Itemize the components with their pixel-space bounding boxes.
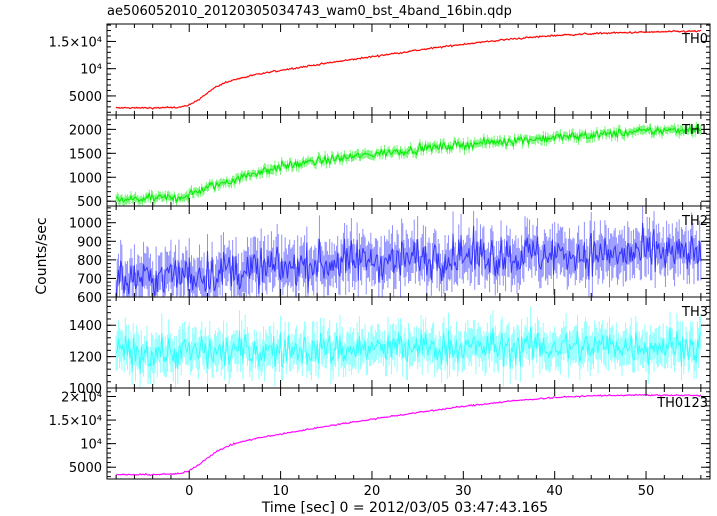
panel-label-th0: TH0: [681, 32, 708, 47]
y-tick-label: 900: [77, 235, 102, 250]
y-axis-title: Counts/sec: [34, 217, 50, 294]
panel-label-th1: TH1: [681, 123, 708, 138]
series-line-th0123: [115, 393, 702, 476]
x-tick-label: 0: [185, 484, 193, 499]
y-tick-label: 500: [77, 195, 102, 210]
y-tick-label: 700: [77, 272, 102, 287]
y-tick-label: 600: [77, 291, 102, 306]
error-bars-th0123: [115, 393, 702, 476]
y-tick-label: 1000: [69, 217, 102, 232]
panel-th3: 1000 1200 1400 TH3: [69, 296, 711, 397]
y-tick-label: 1000: [69, 171, 102, 186]
series-line-th1: [115, 124, 702, 204]
panel-th1: 500 1000 1500 2000 TH1: [69, 114, 711, 210]
y-tick-label: 2000: [69, 123, 102, 138]
series-line-th2: [115, 222, 702, 297]
series-line-th3: [115, 327, 702, 374]
x-axis-title: Time [sec] 0 = 2012/03/05 03:47:43.165: [261, 500, 548, 516]
panel-th0: 5000 10⁴ 1.5×10⁴ TH0: [49, 23, 711, 116]
y-tick-label: 1400: [69, 319, 102, 334]
y-tick-label: 1.5×10⁴: [49, 414, 102, 429]
panel-label-th3: TH3: [681, 305, 708, 320]
series-th1: [115, 121, 702, 206]
y-tick-label: 2×10⁴: [61, 390, 102, 405]
x-tick-label: 20: [364, 484, 381, 499]
panel-th0123: 5000 10⁴ 1.5×10⁴ 2×10⁴ TH0123: [49, 387, 711, 480]
x-tick-label: 10: [272, 484, 289, 499]
y-tick-label: 5000: [69, 461, 102, 476]
y-tick-label: 5000: [69, 90, 102, 105]
series-th0: [115, 29, 702, 110]
series-th0123: [115, 393, 702, 476]
x-tick-label: 40: [546, 484, 563, 499]
y-tick-label: 10⁴: [80, 63, 102, 78]
series-th2: [115, 206, 702, 297]
y-tick-label: 1000: [69, 382, 102, 397]
y-tick-label: 1200: [69, 351, 102, 366]
panel-frame: [106, 23, 711, 116]
series-line-th0: [116, 29, 702, 110]
series-th3: [115, 306, 702, 388]
chart-title: ae506052010_20120305034743_wam0_bst_4ban…: [107, 4, 512, 19]
x-tick-label: 50: [638, 484, 655, 499]
y-tick-label: 10⁴: [80, 438, 102, 453]
panel-label-th0123: TH0123: [656, 396, 708, 411]
x-tick-label: 30: [455, 484, 472, 499]
y-tick-label: 1500: [69, 147, 102, 162]
panel-th2: 600 700 800 900 1000 TH2: [69, 205, 711, 306]
y-tick-label: 1.5×10⁴: [49, 35, 102, 50]
panel-label-th2: TH2: [681, 214, 708, 229]
error-bars-th0: [115, 29, 702, 110]
y-tick-label: 800: [77, 254, 102, 269]
